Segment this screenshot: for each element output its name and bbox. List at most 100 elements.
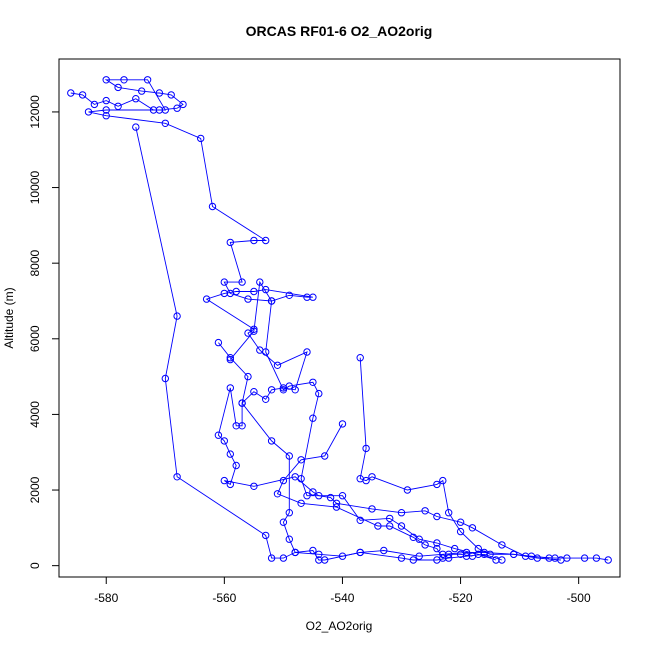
data-point (250, 287, 258, 296)
data-point (468, 524, 477, 532)
data-point (262, 236, 270, 245)
data-point (220, 289, 229, 298)
data-point (250, 327, 258, 335)
y-axis: 0 2000 4000 6000 8000 10000 12000 (28, 95, 59, 569)
data-point (226, 450, 235, 458)
x-tick-label: -520 (449, 591, 473, 605)
data-point (510, 550, 518, 558)
data-point (433, 539, 441, 547)
data-point (67, 89, 75, 97)
data-point (468, 552, 477, 560)
data-point (102, 96, 110, 105)
data-point (250, 325, 258, 333)
series-4 (356, 354, 553, 562)
data-point (445, 509, 453, 517)
data-point (120, 76, 128, 84)
data-point (226, 384, 235, 392)
series-0 (67, 76, 612, 564)
y-axis-label: Altitude (m) (2, 287, 16, 348)
data-point (273, 361, 282, 369)
data-point (173, 104, 181, 112)
series-line (276, 423, 473, 559)
data-point (226, 355, 235, 364)
data-point (433, 544, 441, 553)
x-tick-label: -500 (567, 591, 591, 605)
data-point (267, 297, 276, 305)
data-point (179, 100, 187, 109)
y-tick-label: 0 (28, 562, 42, 569)
data-point (592, 554, 601, 562)
data-point (456, 518, 465, 526)
data-point (262, 285, 270, 294)
y-tick-label: 4000 (28, 401, 42, 428)
data-point (409, 556, 417, 564)
data-point (368, 473, 376, 481)
data-point (167, 91, 175, 99)
data-point (279, 554, 288, 562)
data-point (604, 556, 612, 564)
data-point (386, 514, 394, 523)
data-point (279, 476, 288, 485)
y-tick-label: 8000 (28, 250, 42, 277)
data-point (303, 348, 311, 356)
y-tick-label: 2000 (28, 476, 42, 503)
data-point (262, 395, 270, 403)
data-point (78, 91, 87, 99)
data-point (456, 527, 465, 536)
data-point (486, 550, 494, 558)
data-point (545, 554, 553, 562)
data-point (102, 76, 110, 84)
data-point (338, 552, 347, 560)
data-point (155, 106, 164, 114)
x-tick-label: -560 (212, 591, 236, 605)
data-point (279, 518, 288, 526)
data-point (315, 550, 323, 558)
series-5 (273, 420, 477, 562)
data-point (102, 106, 110, 114)
y-tick-label: 12000 (28, 95, 42, 129)
data-point (439, 554, 447, 562)
data-point (208, 202, 217, 211)
series-line (359, 357, 550, 559)
data-point (161, 119, 170, 128)
data-point (297, 456, 305, 464)
data-point (197, 134, 205, 143)
data-point (498, 541, 506, 549)
data-point (250, 236, 258, 245)
data-point (386, 522, 394, 530)
data-point (326, 493, 335, 502)
plot-frame (58, 58, 621, 578)
data-point (380, 546, 388, 555)
data-point (285, 509, 293, 517)
data-point (474, 544, 482, 553)
data-point (409, 533, 417, 541)
data-point (214, 431, 223, 439)
data-point (232, 422, 240, 430)
series-line (70, 79, 609, 561)
data-point (84, 108, 93, 116)
data-point (439, 476, 447, 485)
data-point (309, 378, 317, 386)
data-point (220, 278, 229, 286)
data-point (303, 492, 311, 500)
data-point (149, 106, 158, 114)
data-point (309, 414, 317, 422)
data-point (226, 238, 235, 247)
series-line (218, 342, 561, 561)
data-point (315, 389, 323, 398)
data-point (397, 509, 406, 517)
data-point (285, 452, 293, 460)
data-point (138, 87, 146, 95)
x-tick-label: -540 (330, 591, 354, 605)
data-point (285, 382, 293, 390)
data-point (238, 278, 246, 286)
data-point (250, 388, 258, 396)
data-point (297, 475, 305, 483)
data-point (220, 476, 229, 485)
data-point (309, 293, 317, 301)
data-point (232, 461, 240, 470)
data-point (262, 348, 270, 356)
data-point (102, 112, 110, 120)
data-point (456, 550, 465, 558)
